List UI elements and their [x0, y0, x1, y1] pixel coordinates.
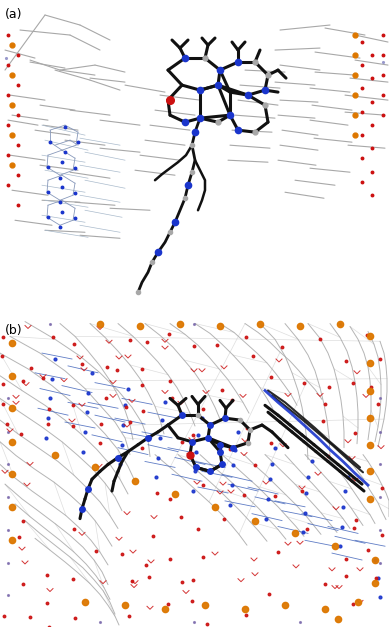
Text: (a): (a)	[5, 8, 23, 21]
Text: (b): (b)	[5, 324, 23, 337]
